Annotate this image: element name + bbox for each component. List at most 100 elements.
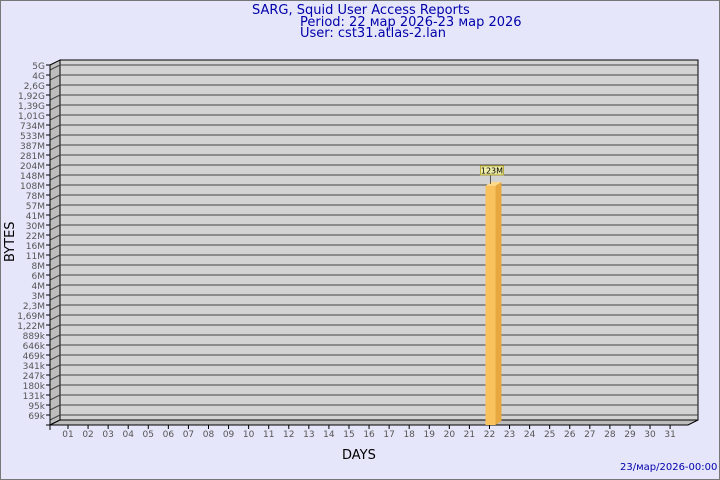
gridline-wall: [49, 194, 61, 201]
y-tick-label: 1,39G: [18, 102, 45, 112]
y-tick-label: 108M: [20, 182, 45, 192]
x-tick-label: 04: [122, 430, 134, 440]
x-tick-label: 25: [544, 430, 555, 440]
y-tick-label: 204M: [20, 162, 45, 172]
gridline-wall: [49, 104, 61, 111]
gridline-wall: [49, 174, 61, 181]
y-tick-label: 1,92G: [18, 92, 45, 102]
y-tick-label: 341k: [23, 362, 46, 372]
gridline-wall: [49, 254, 61, 261]
y-tick-label: 2,6G: [24, 82, 45, 92]
x-axis-label: DAYS: [342, 448, 376, 463]
chart-period: Period: 22 мар 2026-23 мар 2026: [300, 15, 522, 30]
y-tick-label: 22M: [26, 232, 45, 242]
gridline-wall: [49, 144, 61, 151]
x-tick-label: 24: [524, 430, 536, 440]
x-tick-label: 27: [584, 430, 595, 440]
data-label: 123M: [481, 166, 503, 175]
x-tick-label: 11: [263, 430, 274, 440]
x-tick-label: 28: [604, 430, 616, 440]
gridline-wall: [49, 154, 61, 161]
gridline-wall: [49, 134, 61, 141]
chart-title: SARG, Squid User Access Reports: [252, 3, 470, 18]
y-tick-label: 533M: [20, 132, 45, 142]
y-tick-label: 387M: [20, 142, 45, 152]
y-tick-label: 4M: [32, 282, 46, 292]
footer-timestamp: 23/мар/2026-00:00: [620, 462, 718, 473]
bar-side: [495, 181, 502, 425]
x-tick-label: 23: [504, 430, 515, 440]
gridline-wall: [49, 74, 61, 81]
chart-user: User: cst31.atlas-2.lan: [300, 26, 446, 41]
back-panel: [59, 59, 699, 421]
y-tick-label: 281M: [20, 152, 45, 162]
gridline-wall: [49, 344, 61, 351]
gridline-wall: [49, 214, 61, 221]
x-tick-label: 18: [403, 430, 415, 440]
gridline-wall: [49, 414, 61, 421]
gridline-wall: [49, 234, 61, 241]
data-label-box: [479, 165, 504, 176]
gridline-wall: [49, 404, 61, 411]
gridline-wall: [49, 184, 61, 191]
x-tick-label: 09: [223, 430, 235, 440]
y-tick-label: 889k: [23, 332, 46, 342]
x-tick-label: 03: [102, 430, 113, 440]
x-tick-label: 15: [343, 430, 354, 440]
x-tick-label: 14: [323, 430, 335, 440]
x-tick-label: 05: [143, 430, 154, 440]
y-tick-label: 734M: [20, 122, 45, 132]
x-tick-label: 10: [243, 430, 255, 440]
gridline-wall: [49, 304, 61, 311]
x-tick-label: 16: [363, 430, 375, 440]
gridline-wall: [49, 264, 61, 271]
y-tick-label: 646k: [23, 342, 46, 352]
bar-top: [485, 181, 502, 186]
y-tick-label: 247k: [23, 372, 46, 382]
gridline-wall: [49, 314, 61, 321]
y-tick-label: 95k: [28, 402, 45, 412]
gridline-wall: [49, 124, 61, 131]
gridline-wall: [49, 324, 61, 331]
y-tick-label: 1,69M: [17, 312, 45, 322]
y-tick-label: 1,22M: [17, 322, 45, 332]
gridline-wall: [49, 204, 61, 211]
y-tick-label: 69k: [28, 412, 45, 422]
gridline-wall: [49, 364, 61, 371]
x-tick-label: 21: [464, 430, 475, 440]
gridline-wall: [49, 284, 61, 291]
y-tick-label: 41M: [26, 212, 45, 222]
gridline-wall: [49, 354, 61, 361]
x-tick-label: 13: [303, 430, 314, 440]
gridline-wall: [49, 224, 61, 231]
x-tick-label: 01: [62, 430, 73, 440]
x-tick-label: 07: [183, 430, 194, 440]
y-tick-label: 11M: [26, 252, 45, 262]
x-tick-label: 29: [624, 430, 636, 440]
gridline-wall: [49, 64, 61, 71]
gridline-wall: [49, 84, 61, 91]
x-tick-label: 02: [82, 430, 93, 440]
x-tick-label: 20: [444, 430, 456, 440]
gridline-wall: [49, 394, 61, 401]
gridline-wall: [49, 334, 61, 341]
y-tick-label: 3M: [32, 292, 46, 302]
x-tick-label: 30: [644, 430, 656, 440]
y-tick-label: 2,3M: [23, 302, 45, 312]
y-tick-label: 16M: [26, 242, 45, 252]
y-tick-label: 30M: [26, 222, 45, 232]
y-tick-label: 1,01G: [18, 112, 45, 122]
bar: [485, 185, 496, 425]
y-tick-label: 180k: [23, 382, 46, 392]
gridline-wall: [49, 274, 61, 281]
x-tick-label: 17: [383, 430, 394, 440]
x-tick-label: 31: [664, 430, 675, 440]
gridline-wall: [49, 384, 61, 391]
gridline-wall: [49, 244, 61, 251]
x-tick-label: 12: [283, 430, 294, 440]
y-tick-label: 469k: [23, 352, 46, 362]
left-wall: [49, 59, 61, 426]
y-tick-label: 4G: [32, 72, 45, 82]
floor: [49, 419, 699, 426]
